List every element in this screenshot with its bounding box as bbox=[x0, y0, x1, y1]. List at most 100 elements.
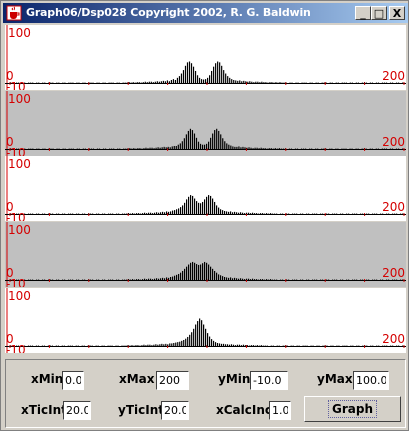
data-bar bbox=[36, 279, 38, 281]
data-bar bbox=[48, 148, 50, 150]
data-bar bbox=[232, 344, 235, 346]
data-bar bbox=[238, 278, 240, 280]
data-bar bbox=[145, 147, 147, 149]
data-bar bbox=[315, 82, 317, 84]
data-bar bbox=[37, 345, 40, 347]
data-bar bbox=[109, 345, 111, 347]
data-bar bbox=[145, 345, 147, 346]
data-bar bbox=[402, 213, 404, 215]
close-button[interactable]: X bbox=[389, 6, 405, 20]
xticint-label: xTicInt bbox=[21, 403, 67, 417]
data-bar bbox=[105, 346, 107, 347]
title-bar[interactable]: Graph06/Dsp028 Copyright 2002, R. G. Bal… bbox=[3, 3, 408, 23]
data-bar bbox=[172, 79, 175, 83]
data-bar bbox=[160, 278, 162, 280]
data-bar bbox=[289, 82, 291, 84]
data-bar bbox=[354, 213, 356, 215]
data-bar bbox=[131, 345, 133, 346]
data-bar bbox=[213, 66, 215, 83]
data-bar bbox=[152, 213, 154, 214]
data-bar bbox=[62, 82, 64, 84]
data-bar bbox=[143, 148, 145, 149]
data-bar bbox=[267, 82, 269, 84]
data-bar bbox=[334, 213, 336, 215]
data-bar bbox=[229, 77, 231, 83]
graph-button[interactable]: Graph bbox=[304, 396, 401, 422]
data-bar bbox=[203, 144, 206, 149]
data-bar bbox=[346, 345, 348, 347]
data-bar bbox=[361, 148, 363, 150]
data-bar bbox=[348, 213, 350, 215]
data-bar bbox=[84, 213, 86, 215]
xmin-input[interactable] bbox=[62, 371, 84, 390]
data-bar bbox=[98, 148, 101, 150]
data-bar bbox=[51, 345, 53, 347]
data-bar bbox=[155, 344, 157, 346]
data-bar bbox=[10, 82, 12, 84]
data-bar bbox=[234, 146, 236, 149]
data-bar bbox=[116, 279, 118, 281]
data-bar bbox=[78, 213, 80, 215]
data-bar bbox=[226, 143, 228, 149]
data-bar bbox=[134, 279, 136, 281]
xticint-input[interactable] bbox=[63, 401, 91, 420]
data-bar bbox=[94, 83, 96, 84]
data-bar bbox=[68, 213, 70, 215]
ymax-input[interactable] bbox=[353, 371, 389, 390]
data-bar bbox=[226, 277, 228, 280]
data-bar bbox=[260, 213, 262, 214]
data-bar bbox=[211, 70, 213, 83]
data-bar bbox=[282, 279, 284, 281]
data-bar bbox=[302, 148, 305, 150]
data-bar bbox=[57, 345, 59, 347]
xmax-input[interactable] bbox=[156, 371, 189, 390]
data-bar bbox=[28, 148, 30, 150]
data-bar bbox=[83, 345, 85, 347]
data-bar bbox=[70, 148, 72, 150]
y-zero-label: 0 bbox=[6, 332, 14, 346]
data-bar bbox=[364, 280, 366, 281]
data-bar bbox=[149, 344, 151, 346]
data-bar bbox=[128, 213, 130, 214]
data-bar bbox=[376, 345, 378, 347]
data-bar bbox=[290, 148, 293, 150]
data-bar bbox=[126, 279, 128, 281]
data-bar bbox=[189, 128, 192, 149]
data-bar bbox=[258, 345, 260, 347]
y-zero-label: 0 bbox=[6, 200, 14, 214]
yticint-input[interactable] bbox=[161, 401, 189, 420]
data-bar bbox=[75, 345, 77, 347]
data-bar bbox=[71, 345, 73, 347]
graph-panel-1: 100 0 -10 200 bbox=[5, 25, 406, 90]
data-bar bbox=[258, 148, 260, 149]
data-bar bbox=[292, 345, 294, 347]
data-bar bbox=[270, 345, 272, 347]
data-bar bbox=[207, 333, 209, 346]
data-bar bbox=[113, 346, 115, 347]
data-bar bbox=[95, 345, 97, 347]
data-bar bbox=[222, 276, 224, 280]
data-bar bbox=[170, 79, 173, 83]
data-bar bbox=[398, 280, 400, 281]
data-bar bbox=[123, 148, 125, 150]
data-bar bbox=[330, 345, 332, 347]
data-bar bbox=[363, 148, 365, 150]
data-bar bbox=[142, 82, 144, 83]
data-bar bbox=[104, 213, 106, 215]
maximize-button[interactable]: □ bbox=[371, 6, 387, 20]
data-bar bbox=[10, 345, 12, 347]
data-bar bbox=[76, 279, 78, 281]
minimize-button[interactable]: _ bbox=[355, 6, 371, 20]
data-bar bbox=[251, 81, 253, 83]
data-bar bbox=[175, 342, 177, 346]
data-bar bbox=[41, 345, 44, 347]
data-bar bbox=[309, 148, 311, 150]
data-bar bbox=[159, 147, 161, 149]
data-bar bbox=[298, 345, 300, 347]
data-bar bbox=[261, 81, 263, 83]
data-bar bbox=[307, 83, 309, 84]
xcalcinc-input[interactable] bbox=[269, 401, 291, 420]
ymin-input[interactable] bbox=[250, 371, 288, 390]
data-bar bbox=[11, 345, 14, 347]
data-bar bbox=[184, 65, 187, 83]
